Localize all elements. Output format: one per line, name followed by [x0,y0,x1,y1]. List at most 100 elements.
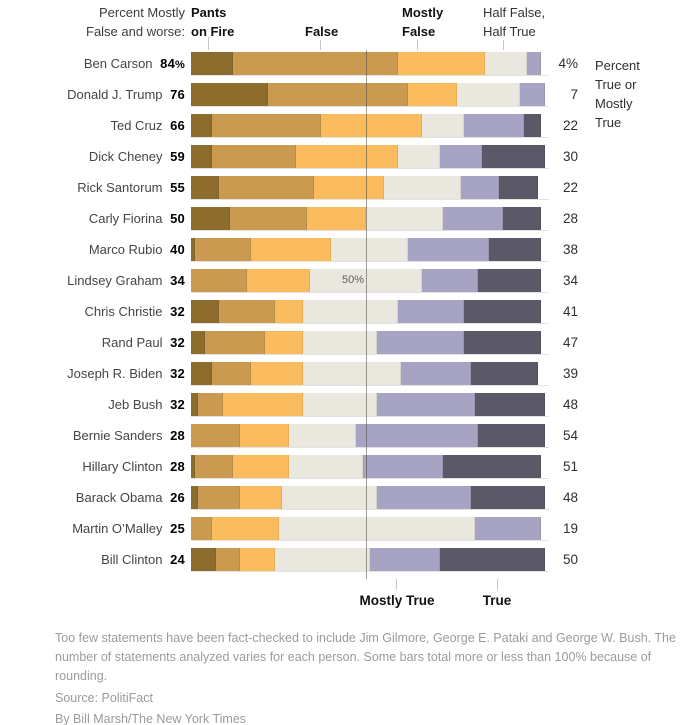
chart-row: Dick Cheney 59 30 [0,145,683,169]
gridline-label: 50% [342,274,365,286]
bar-segment-half-false-half-true [278,517,475,540]
right-value: 47 [562,335,578,350]
bar-segment-mostly-false [408,83,457,106]
footnote-text: Too few statements have been fact-checke… [55,631,676,683]
bar-segment-half-false-half-true [422,114,464,137]
chart-row: Donald J. Trump 76 7 [0,83,683,107]
bar-segment-mostly-false [240,486,282,509]
row-name-and-left-value: Bernie Sanders 28 [72,428,185,443]
bar-segment-mostly-true [460,176,499,199]
right-value: 22 [562,180,578,195]
right-value: 34 [562,273,578,288]
bar-segment-pants-on-fire [191,486,198,509]
bar-segment-pants-on-fire [191,331,205,354]
bar-segment-mostly-false [240,424,289,447]
bar-segment-half-false-half-true [331,238,408,261]
bar-segment-mostly-false [313,176,384,199]
bar-segment-false [233,52,398,75]
right-value: 41 [562,304,578,319]
chart-row: Martin O’Malley 25 19 [0,517,683,541]
row-name-and-left-value: Ben Carson 84% [83,56,185,71]
category-label-true: True [482,593,512,608]
bar-segment-false [212,145,296,168]
bar-segment-false [198,486,240,509]
right-value: 39 [562,366,578,381]
bar-segment-mostly-true [376,486,471,509]
row-name-and-left-value: Carly Fiorina 50 [88,211,185,226]
stacked-bar [191,548,549,572]
bar-segment-mostly-false [264,331,303,354]
category-label-false: False [305,24,339,39]
bar-segment-true [439,548,545,571]
chart-row: Rick Santorum 55 22 [0,176,683,200]
bar-segment-false [198,393,223,416]
bar-segment-pants-on-fire [191,300,219,323]
row-name-and-left-value: Rand Paul 32 [101,335,185,350]
stacked-bar [191,207,549,231]
bar-segment-pants-on-fire [191,207,230,230]
row-name-and-left-value: Chris Christie 32 [84,304,185,319]
bar-segment-half-false-half-true [485,52,527,75]
bar-segment-true [464,300,541,323]
row-name-and-left-value: Barack Obama 26 [75,490,185,505]
chart-row: Hillary Clinton 28 51 [0,455,683,479]
stacked-bar [191,238,549,262]
leader-line-mostly-true [396,579,397,590]
bar-segment-mostly-true [520,83,545,106]
right-value: 19 [562,521,578,536]
row-name-and-left-value: Rick Santorum 55 [77,180,185,195]
category-label-mostly-false: Mostly False [402,5,444,39]
bar-segment-mostly-false [212,517,279,540]
bar-segment-pants-on-fire [191,238,195,261]
chart-row: Bill Clinton 24 50 [0,548,683,572]
bar-segment-pants-on-fire [191,52,233,75]
bar-segment-true [443,455,541,478]
right-value: 48 [562,397,578,412]
bar-segment-pants-on-fire [191,362,212,385]
bar-segment-mostly-true [362,455,443,478]
right-value: 38 [562,242,578,257]
bar-segment-true [464,331,541,354]
bar-segment-mostly-true [376,331,464,354]
chart-row: Chris Christie 32 41 [0,300,683,324]
bar-segment-false [268,83,408,106]
row-name-and-left-value: Hillary Clinton 28 [82,459,185,474]
bar-segment-mostly-false [397,52,485,75]
bar-segment-half-false-half-true [275,548,370,571]
right-value: 48 [562,490,578,505]
bar-segment-false [229,207,307,230]
bar-segment-pants-on-fire [191,455,195,478]
stacked-bar [191,176,549,200]
stacked-bar [191,114,549,138]
right-value: 28 [562,211,578,226]
bar-segment-true [471,486,545,509]
chart-row: Rand Paul 32 47 [0,331,683,355]
bar-segment-true [478,269,541,292]
bar-segment-mostly-true [464,114,524,137]
chart-row: Marco Rubio 40 38 [0,238,683,262]
bar-segment-mostly-false [240,548,275,571]
bar-segment-false [205,331,265,354]
stacked-bar [191,393,549,417]
bar-segment-true [478,424,545,447]
bar-segment-false [191,424,240,447]
right-value: 51 [562,459,578,474]
bar-segment-mostly-true [369,548,440,571]
row-name-and-left-value: Marco Rubio 40 [88,242,185,257]
category-label-mostly-true: Mostly True [359,593,435,608]
bar-segment-mostly-false [306,207,366,230]
source-credit: Source: PolitiFact [55,691,153,705]
bar-segment-half-false-half-true [282,486,377,509]
row-name-and-left-value: Donald J. Trump 76 [67,87,185,102]
stacked-bar [191,517,549,541]
bar-segment-mostly-true [443,207,503,230]
chart-row: Ted Cruz 66 22 [0,114,683,138]
stacked-bar [191,362,549,386]
row-name-and-left-value: Joseph R. Biden 32 [67,366,185,381]
row-name-and-left-value: Dick Cheney 59 [88,149,185,164]
bar-segment-false [219,176,314,199]
stacked-bar [191,145,549,169]
stacked-bar [191,455,549,479]
gridline-50-percent [366,50,367,579]
